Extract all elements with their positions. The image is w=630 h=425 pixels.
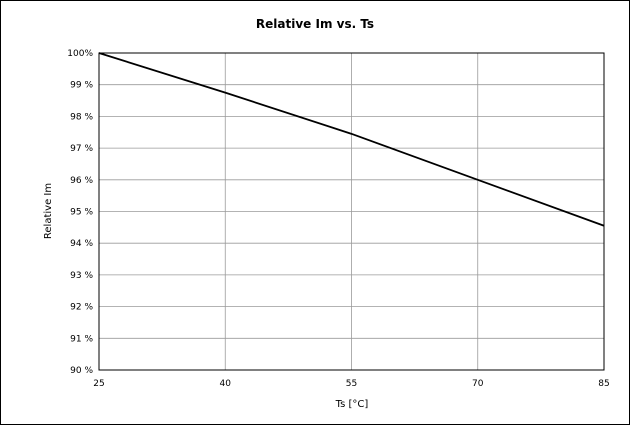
plot-area-border (98, 52, 605, 371)
x-axis-ticks: 25 40 55 70 85 (93, 379, 609, 389)
y-tick-label: 94 % (70, 239, 93, 249)
y-tick-label: 92 % (70, 303, 93, 313)
x-tick-label: 85 (598, 379, 609, 389)
series-line (98, 52, 605, 227)
y-tick-label: 99 % (70, 81, 93, 91)
y-tick-label: 100% (67, 49, 93, 59)
x-tick-label: 55 (346, 379, 357, 389)
y-tick-label: 98 % (70, 112, 93, 122)
x-tick-label: 25 (93, 379, 104, 389)
x-tick-label: 40 (220, 379, 232, 389)
y-tick-label: 97 % (70, 144, 93, 154)
y-axis-ticks: 90 % 91 % 92 % 93 % 94 % 95 % 96 % 97 % 98 % 99 %… (67, 49, 93, 376)
x-axis-label: Ts [°C] (335, 399, 369, 410)
y-axis-label: Relative Im (43, 183, 54, 239)
y-tick-label: 93 % (70, 271, 93, 281)
grid-lines (99, 53, 604, 370)
y-tick-label: 95 % (70, 208, 93, 218)
series-group (98, 52, 605, 227)
y-tick-label: 96 % (70, 176, 93, 186)
chart-title: Relative Im vs. Ts (256, 17, 374, 31)
y-tick-label: 90 % (70, 366, 93, 376)
x-tick-label: 70 (472, 379, 484, 389)
y-tick-label: 91 % (70, 334, 93, 344)
